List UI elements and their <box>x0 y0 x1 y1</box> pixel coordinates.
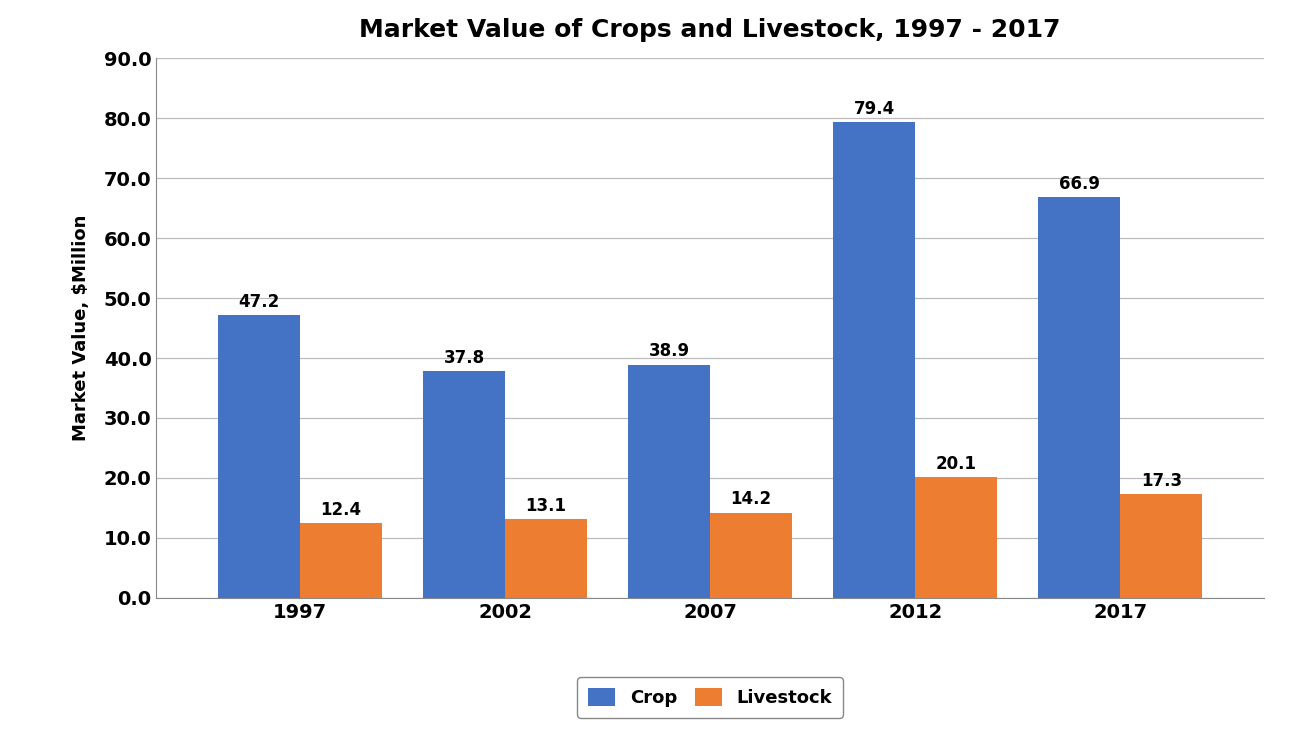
Bar <box>710 512 792 598</box>
Bar <box>423 371 506 598</box>
Text: 79.4: 79.4 <box>853 100 895 117</box>
Text: 17.3: 17.3 <box>1141 472 1182 490</box>
Legend: Crop, Livestock: Crop, Livestock <box>577 677 843 718</box>
Text: 13.1: 13.1 <box>525 497 567 515</box>
Text: 20.1: 20.1 <box>936 455 977 473</box>
Bar <box>300 523 382 598</box>
Text: 66.9: 66.9 <box>1059 174 1100 192</box>
Bar <box>833 122 915 598</box>
Bar <box>1038 197 1121 598</box>
Bar <box>628 364 710 598</box>
Bar <box>1121 494 1203 598</box>
Bar <box>915 477 997 598</box>
Y-axis label: Market Value, $Million: Market Value, $Million <box>72 215 90 441</box>
Bar <box>218 315 300 598</box>
Text: 12.4: 12.4 <box>321 502 361 519</box>
Text: 14.2: 14.2 <box>731 491 771 508</box>
Text: 37.8: 37.8 <box>443 349 485 367</box>
Text: 47.2: 47.2 <box>238 292 280 311</box>
Title: Market Value of Crops and Livestock, 1997 - 2017: Market Value of Crops and Livestock, 199… <box>360 18 1061 42</box>
Bar <box>506 519 588 598</box>
Text: 38.9: 38.9 <box>649 343 689 360</box>
